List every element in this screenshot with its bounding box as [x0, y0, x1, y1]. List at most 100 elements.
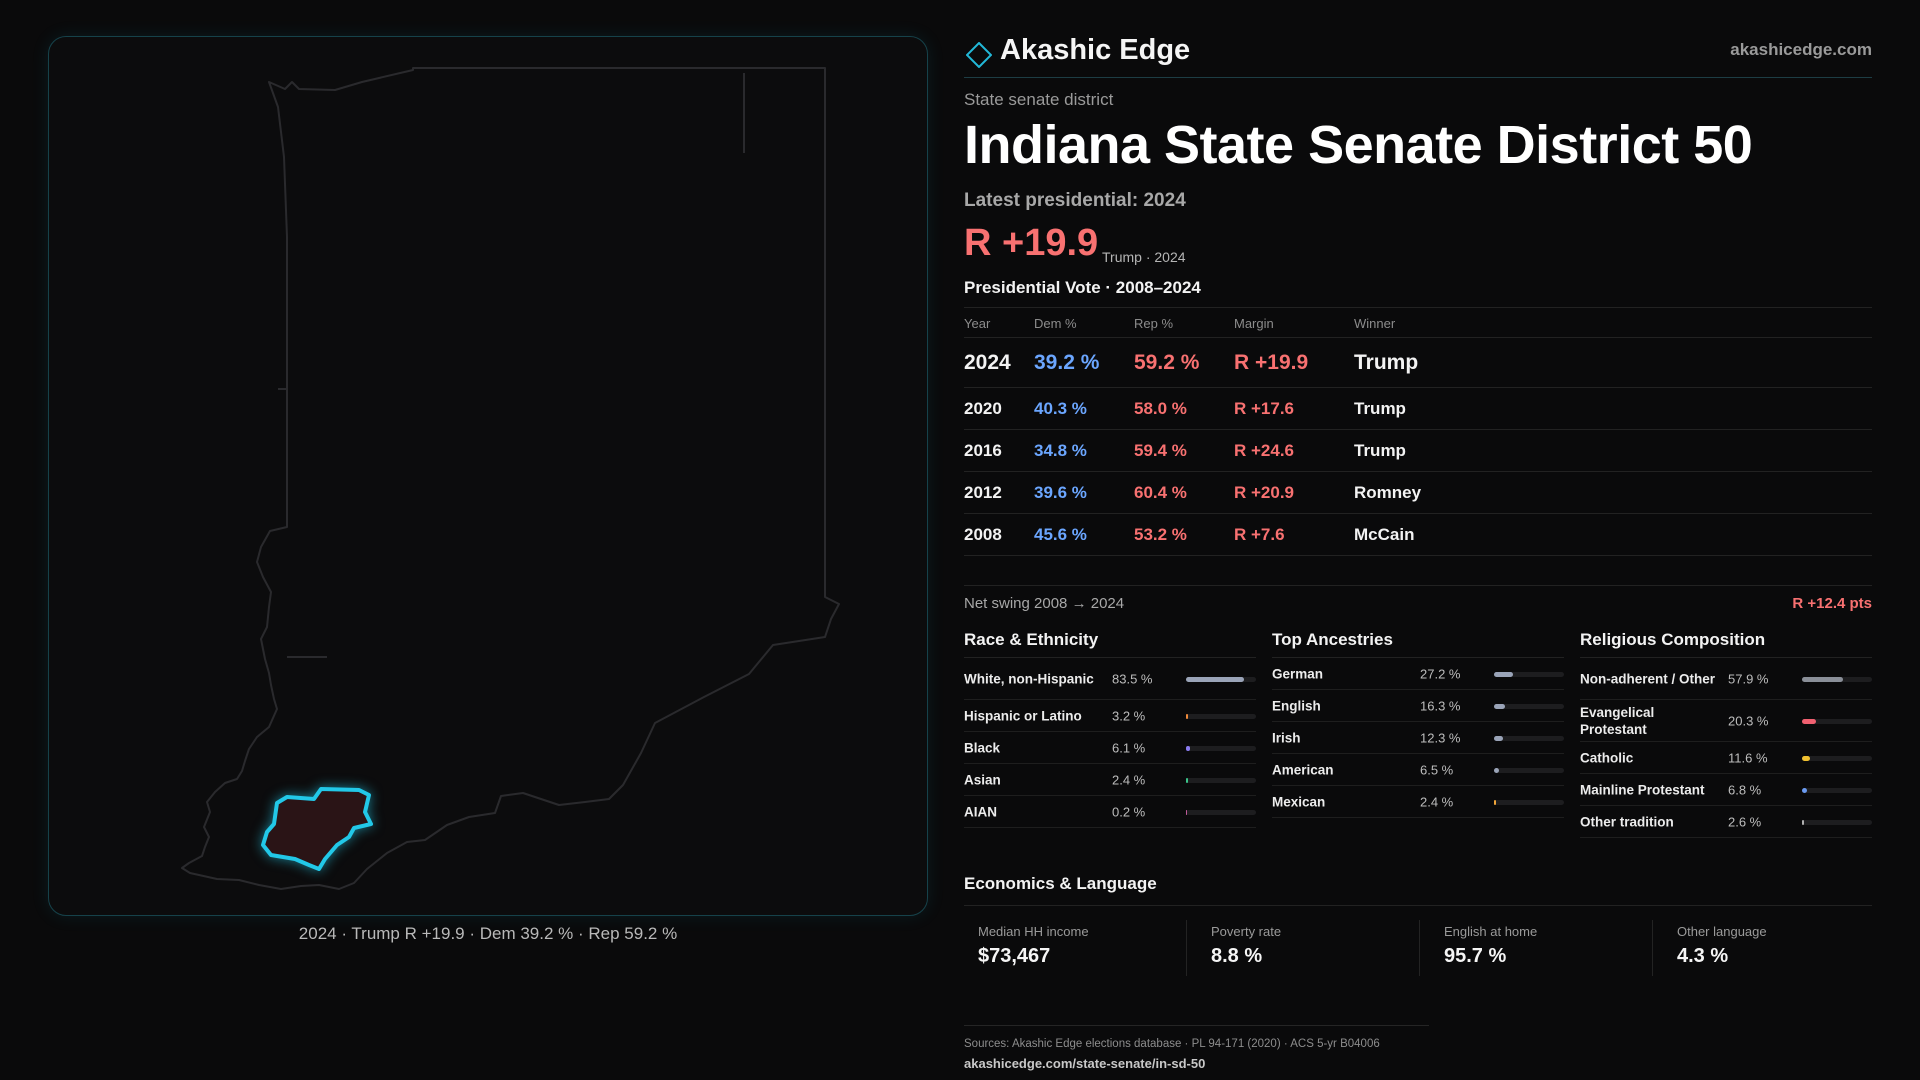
stat-label: English at home [1444, 924, 1538, 939]
row-rep: 53.2 % [1134, 524, 1187, 544]
row-winner: McCain [1354, 524, 1415, 544]
header-winner: Winner [1354, 316, 1396, 331]
ancestry-section: Top Ancestries German 27.2 % English 16.… [1272, 628, 1564, 818]
list-item: Evangelical Protestant 20.3 % [1580, 700, 1872, 742]
stat-median-income: Median HH income $73,467 [964, 920, 1187, 976]
item-bar [1802, 819, 1872, 825]
item-bar-fill [1802, 819, 1804, 825]
item-value: 6.1 % [1112, 740, 1146, 755]
row-margin: R +17.6 [1234, 398, 1295, 418]
item-bar-fill [1802, 787, 1807, 793]
item-label: Non-adherent / Other [1580, 671, 1716, 686]
list-item: AIAN 0.2 % [964, 796, 1256, 828]
item-bar [1186, 809, 1256, 815]
table-row: 2024 39.2 % 59.2 % R +19.9 Trump [964, 338, 1872, 388]
item-bar-fill [1802, 718, 1817, 724]
stat-english-at-home: English at home 95.7 % [1430, 920, 1653, 976]
item-value: 2.4 % [1420, 794, 1454, 809]
item-bar-fill [1494, 799, 1496, 805]
item-bar [1186, 777, 1256, 783]
list-item: Asian 2.4 % [964, 764, 1256, 796]
vote-table-title: Presidential Vote · 2008–2024 [964, 278, 1201, 297]
presidential-vote-table: Year Dem % Rep % Margin Winner 2024 39.2… [964, 307, 1872, 556]
item-bar-fill [1186, 713, 1189, 719]
item-value: 2.4 % [1112, 772, 1146, 787]
brand-url[interactable]: akashicedge.com [1730, 40, 1872, 59]
item-bar [1494, 735, 1564, 741]
item-value: 57.9 % [1728, 671, 1769, 686]
header-year: Year [964, 316, 991, 331]
sources-text: Sources: Akashic Edge elections database… [964, 1038, 1380, 1050]
item-bar-fill [1494, 735, 1503, 741]
stat-value: 95.7 % [1444, 945, 1507, 967]
table-header: Year Dem % Rep % Margin Winner [964, 308, 1872, 338]
stat-value: 8.8 % [1211, 945, 1263, 967]
item-label: Mexican [1272, 794, 1326, 809]
list-item: Catholic 11.6 % [1580, 742, 1872, 774]
map-panel[interactable] [48, 36, 928, 916]
item-label: German [1272, 666, 1324, 681]
list-item: Irish 12.3 % [1272, 722, 1564, 754]
row-rep: 60.4 % [1134, 482, 1187, 502]
item-bar [1802, 718, 1872, 724]
row-dem: 45.6 % [1034, 524, 1087, 544]
religion-section: Religious Composition Non-adherent / Oth… [1580, 628, 1872, 838]
row-margin: R +24.6 [1234, 440, 1295, 460]
item-bar [1186, 745, 1256, 751]
header-rep: Rep % [1134, 316, 1174, 331]
stat-other-language: Other language 4.3 % [1663, 920, 1886, 976]
item-label: Asian [964, 772, 1001, 787]
list-item: Other tradition 2.6 % [1580, 806, 1872, 838]
row-dem: 34.8 % [1034, 440, 1087, 460]
row-year: 2012 [964, 482, 1002, 502]
economics-title: Economics & Language [964, 874, 1872, 906]
item-label: English [1272, 698, 1321, 713]
item-label: Other tradition [1580, 814, 1674, 829]
row-margin: R +7.6 [1234, 524, 1285, 544]
ancestry-title: Top Ancestries [1272, 628, 1564, 658]
economics-stats: Median HH income $73,467 Poverty rate 8.… [964, 920, 1872, 976]
table-row: 2008 45.6 % 53.2 % R +7.6 McCain [964, 514, 1872, 556]
latest-margin-winner: Trump · 2024 [1102, 249, 1186, 265]
row-year: 2008 [964, 524, 1002, 544]
map-caption: 2024 · Trump R +19.9 · Dem 39.2 % · Rep … [298, 924, 678, 943]
item-bar-fill [1186, 777, 1188, 783]
brand-name: Akashic Edge [1000, 34, 1191, 66]
list-item: Mainline Protestant 6.8 % [1580, 774, 1872, 806]
row-rep: 59.4 % [1134, 440, 1187, 460]
item-label: AIAN [964, 804, 997, 819]
brand-header: Akashic Edge akashicedge.com [964, 30, 1872, 78]
item-bar [1802, 787, 1872, 793]
district-50-shape[interactable] [261, 787, 373, 871]
net-swing: Net swing 2008 → 2024 R +12.4 pts [964, 585, 1872, 615]
table-row: 2012 39.6 % 60.4 % R +20.9 Romney [964, 472, 1872, 514]
stat-value: 4.3 % [1677, 945, 1729, 967]
source-link[interactable]: akashicedge.com/state-senate/in-sd-50 [964, 1056, 1206, 1071]
row-winner: Romney [1354, 482, 1422, 502]
item-bar [1494, 799, 1564, 805]
row-dem: 39.6 % [1034, 482, 1087, 502]
item-bar [1802, 755, 1872, 761]
item-value: 2.6 % [1728, 814, 1762, 829]
net-swing-label: Net swing 2008 → 2024 [964, 595, 1125, 612]
race-ethnicity-title: Race & Ethnicity [964, 628, 1256, 658]
item-bar [1494, 671, 1564, 677]
item-value: 6.5 % [1420, 762, 1454, 777]
row-dem: 39.2 % [1034, 350, 1100, 374]
item-bar [1802, 676, 1872, 682]
list-item: Hispanic or Latino 3.2 % [964, 700, 1256, 732]
row-margin: R +20.9 [1234, 482, 1295, 502]
stat-value: $73,467 [978, 945, 1051, 967]
row-rep: 58.0 % [1134, 398, 1187, 418]
stat-label: Median HH income [978, 924, 1089, 939]
state-outline [181, 67, 840, 890]
latest-presidential-label: Latest presidential: 2024 [964, 190, 1186, 211]
list-item: English 16.3 % [1272, 690, 1564, 722]
table-row: 2016 34.8 % 59.4 % R +24.6 Trump [964, 430, 1872, 472]
table-row: 2020 40.3 % 58.0 % R +17.6 Trump [964, 388, 1872, 430]
item-value: 11.6 % [1728, 750, 1768, 765]
row-winner: Trump [1354, 398, 1406, 418]
item-bar [1494, 703, 1564, 709]
header-dem: Dem % [1034, 316, 1077, 331]
item-bar-fill [1186, 676, 1245, 682]
